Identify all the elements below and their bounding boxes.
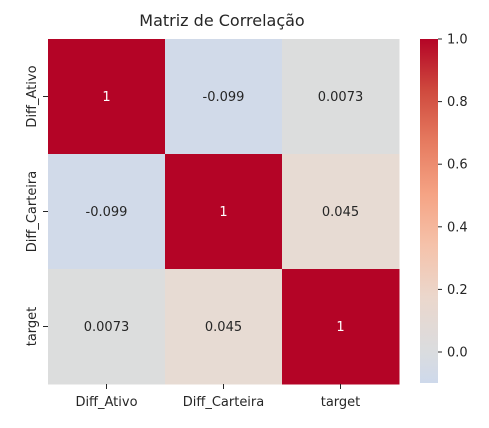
- x-axis: Diff_Ativo Diff_Carteira target: [75, 384, 360, 410]
- heatmap-cell-diff-ativo-diff-ativo: [48, 39, 166, 155]
- colorbar-ticks: 0.0 0.2 0.4 0.6 0.8 1.0: [438, 33, 468, 361]
- colorbar-tick-label: 0.6: [447, 158, 468, 173]
- heatmap-cell-target-diff-ativo: [48, 269, 166, 385]
- heatmap-cell-diff-ativo-target: [282, 39, 400, 155]
- x-tick-label-target: target: [321, 395, 361, 410]
- cell-value-label: 0.045: [322, 205, 359, 220]
- chart-title: Matriz de Correlação: [139, 11, 304, 30]
- cell-value-label: 1: [336, 320, 344, 335]
- heatmap-cell-diff-carteira-diff-ativo: [48, 154, 166, 270]
- cell-value-label: 0.0073: [318, 90, 364, 105]
- colorbar-tick-label: 0.4: [447, 220, 468, 235]
- cell-value-label: -0.099: [203, 90, 245, 105]
- colorbar-tick-label: 0.0: [447, 346, 468, 361]
- y-tick-label-diff-ativo: Diff_Ativo: [25, 65, 40, 127]
- cell-value-label: 1: [219, 205, 227, 220]
- heatmap-cell-diff-carteira-diff-carteira: [165, 154, 283, 270]
- cell-value-label: 1: [102, 90, 110, 105]
- y-tick-label-diff-carteira: Diff_Carteira: [25, 171, 40, 253]
- heatmap-annotations: 1 -0.099 0.0073 -0.099 1 0.045 0.0073 0.045 1: [84, 90, 364, 335]
- colorbar-tick-label: 1.0: [447, 33, 468, 48]
- heatmap-cells: [48, 39, 400, 385]
- cell-value-label: -0.099: [86, 205, 128, 220]
- heatmap-cell-diff-carteira-target: [282, 154, 400, 270]
- colorbar-tick-label: 0.8: [447, 95, 468, 110]
- x-tick-label-diff-ativo: Diff_Ativo: [75, 395, 137, 410]
- y-tick-label-target: target: [25, 307, 40, 347]
- colorbar-tick-label: 0.2: [447, 283, 468, 298]
- heatmap-cell-target-diff-carteira: [165, 269, 283, 385]
- x-tick-label-diff-carteira: Diff_Carteira: [183, 395, 265, 410]
- heatmap-cell-diff-ativo-diff-carteira: [165, 39, 283, 155]
- colorbar: [420, 39, 438, 383]
- colorbar-gradient: [420, 39, 438, 383]
- cell-value-label: 0.0073: [84, 320, 130, 335]
- heatmap-cell-target-target: [282, 269, 400, 385]
- cell-value-label: 0.045: [205, 320, 242, 335]
